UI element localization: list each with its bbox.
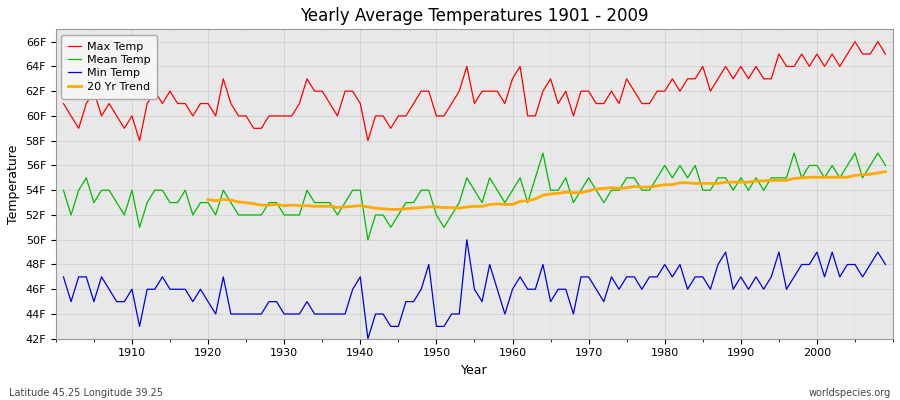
Min Temp <box>522 287 533 292</box>
Mean Temp <box>537 151 548 156</box>
Mean Temp <box>119 212 130 217</box>
20 Yr Trend <box>880 169 891 174</box>
Max Temp <box>119 126 130 131</box>
Mean Temp <box>515 176 526 180</box>
Max Temp <box>880 52 891 56</box>
Max Temp <box>606 89 616 94</box>
Min Temp <box>286 312 297 316</box>
Min Temp <box>880 262 891 267</box>
20 Yr Trend <box>500 202 510 207</box>
Min Temp <box>332 312 343 316</box>
Min Temp <box>515 274 526 279</box>
Max Temp <box>134 138 145 143</box>
Mean Temp <box>507 188 517 193</box>
20 Yr Trend <box>598 186 609 191</box>
Y-axis label: Temperature: Temperature <box>7 144 20 224</box>
Text: worldspecies.org: worldspecies.org <box>809 388 891 398</box>
Max Temp <box>339 89 350 94</box>
Max Temp <box>515 64 526 69</box>
Mean Temp <box>880 163 891 168</box>
Mean Temp <box>614 188 625 193</box>
Mean Temp <box>363 237 374 242</box>
20 Yr Trend <box>286 203 297 208</box>
Line: Min Temp: Min Temp <box>64 240 886 339</box>
Mean Temp <box>286 212 297 217</box>
Legend: Max Temp, Mean Temp, Min Temp, 20 Yr Trend: Max Temp, Mean Temp, Min Temp, 20 Yr Tre… <box>61 35 158 99</box>
Min Temp <box>462 237 472 242</box>
Min Temp <box>614 287 625 292</box>
Min Temp <box>363 336 374 341</box>
Line: 20 Yr Trend: 20 Yr Trend <box>208 172 886 210</box>
Min Temp <box>58 274 69 279</box>
Max Temp <box>850 39 860 44</box>
Text: Latitude 45.25 Longitude 39.25: Latitude 45.25 Longitude 39.25 <box>9 388 163 398</box>
Max Temp <box>507 76 517 81</box>
Max Temp <box>58 101 69 106</box>
Title: Yearly Average Temperatures 1901 - 2009: Yearly Average Temperatures 1901 - 2009 <box>301 7 649 25</box>
20 Yr Trend <box>332 205 343 210</box>
Line: Max Temp: Max Temp <box>64 42 886 141</box>
Mean Temp <box>332 212 343 217</box>
Mean Temp <box>58 188 69 193</box>
X-axis label: Year: Year <box>461 364 488 377</box>
Max Temp <box>294 101 305 106</box>
Line: Mean Temp: Mean Temp <box>64 153 886 240</box>
20 Yr Trend <box>507 202 517 207</box>
Min Temp <box>119 299 130 304</box>
